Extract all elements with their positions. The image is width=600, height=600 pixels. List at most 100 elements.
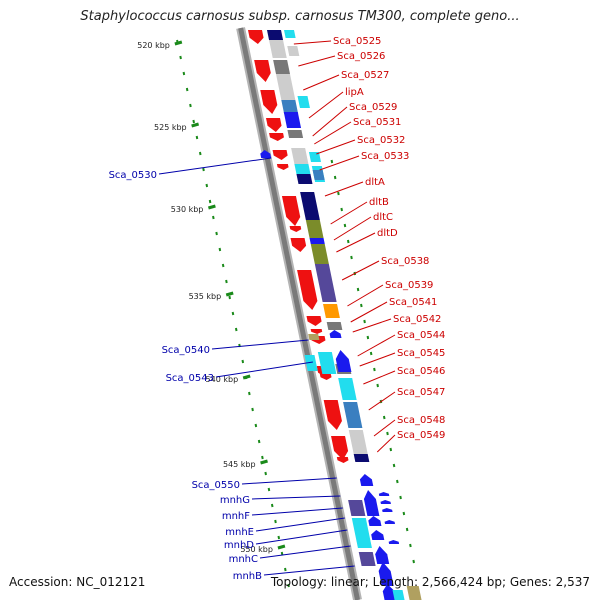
tick-label: 525 kbp	[154, 123, 187, 132]
gene-label: dltD	[377, 228, 398, 239]
cds-feature-box	[300, 192, 320, 220]
track-dot	[340, 207, 343, 212]
gene-label: dltA	[365, 177, 385, 188]
track-dot	[366, 335, 370, 340]
cds-feature-box	[317, 352, 337, 374]
track-dot	[261, 455, 264, 460]
label-leader	[376, 434, 396, 453]
track-dot	[373, 367, 376, 372]
cds-feature-box	[273, 60, 290, 74]
forward-gene-arrow	[306, 316, 322, 326]
label-leader	[368, 391, 396, 411]
track-dot	[287, 583, 290, 588]
cds-feature-box	[312, 170, 325, 180]
gene-label: dltB	[369, 197, 389, 208]
tick-label: 550 kbp	[240, 545, 273, 554]
cds-feature-box	[284, 30, 296, 38]
label-leader	[308, 91, 344, 119]
gene-label: lipA	[345, 87, 364, 98]
forward-gene-arrow	[290, 238, 307, 252]
reverse-gene-arrow	[329, 330, 342, 338]
gene-label: Sca_0539	[385, 280, 433, 291]
cds-feature-box	[353, 454, 370, 462]
cds-feature-box	[304, 355, 318, 371]
gene-label: Sca_0540	[162, 345, 210, 356]
track-dot	[208, 199, 212, 204]
track-dot	[376, 383, 379, 388]
track-dot	[254, 423, 258, 428]
label-leader	[293, 40, 332, 45]
track-dot	[251, 407, 254, 412]
gene-label: mnhF	[222, 511, 250, 522]
cds-feature-box	[287, 130, 304, 138]
track-dot	[198, 151, 202, 156]
label-leader	[312, 106, 348, 137]
cds-feature-box	[305, 220, 324, 238]
gene-label: mnhE	[225, 527, 254, 538]
forward-gene-arrow	[248, 30, 264, 44]
cds-feature-box	[283, 112, 302, 128]
track-dot	[185, 87, 189, 92]
label-leader	[215, 361, 313, 378]
track-dot	[212, 215, 215, 220]
track-dot	[195, 135, 199, 140]
topology-text: Topology: linear; Length: 2,566,424 bp; …	[270, 575, 590, 589]
label-leader	[350, 301, 388, 323]
track-dot	[264, 471, 267, 476]
gene-label: Sca_0547	[397, 387, 445, 398]
track-dot	[182, 71, 186, 76]
label-leader	[211, 339, 309, 350]
gene-label: Sca_0548	[397, 415, 445, 426]
gene-label: Sca_0546	[397, 366, 445, 377]
cds-feature-box	[348, 500, 366, 516]
accession-text: Accession: NC_012121	[9, 575, 146, 589]
reverse-gene-arrow	[371, 530, 385, 540]
forward-gene-arrow	[289, 226, 302, 232]
tick-label: 520 kbp	[137, 41, 170, 50]
track-dot	[396, 479, 399, 484]
track-dot	[234, 327, 238, 332]
reverse-gene-arrow	[375, 546, 390, 564]
tick-label: 530 kbp	[171, 205, 204, 214]
cds-feature-box	[406, 586, 422, 600]
track-dot	[412, 559, 415, 564]
cds-feature-box	[291, 148, 309, 164]
reverse-gene-arrow	[380, 500, 391, 504]
backbone	[238, 27, 361, 600]
gene-label: Sca_0527	[341, 70, 389, 81]
track-dot	[409, 543, 412, 548]
gene-label: mnhB	[233, 571, 262, 582]
track-dot	[405, 527, 409, 532]
gene-label: Sca_0544	[397, 330, 445, 341]
label-leader	[363, 370, 396, 385]
cds-feature-box	[296, 174, 313, 184]
cds-feature-box	[338, 378, 357, 400]
cds-feature-box	[267, 30, 284, 40]
forward-gene-arrow	[269, 133, 284, 141]
left-tick-track	[176, 39, 290, 588]
cds-feature-box	[343, 402, 363, 428]
label-leader	[259, 545, 351, 559]
track-dot	[225, 279, 228, 284]
cds-feature-box	[281, 100, 299, 114]
tick-label: 545 kbp	[223, 460, 256, 469]
forward-gene-arrow	[260, 90, 278, 114]
forward-gene-arrow	[323, 400, 342, 430]
cds-feature-box	[308, 152, 321, 162]
gene-label: mnhG	[220, 495, 250, 506]
major-tick	[260, 459, 268, 465]
forward-gene-arrow	[265, 118, 282, 132]
label-leader	[341, 260, 380, 281]
label-leader	[316, 139, 356, 155]
tick-label: 540 kbp	[206, 375, 239, 384]
gene-label: Sca_0531	[353, 117, 401, 128]
forward-gene-arrow	[297, 270, 318, 310]
label-leader	[303, 74, 340, 91]
track-dot	[389, 447, 393, 452]
cds-feature-box	[354, 530, 372, 548]
cds-feature-box	[275, 74, 293, 86]
label-leader	[251, 507, 343, 516]
cds-feature-box	[287, 46, 300, 56]
gene-label: mnhC	[229, 554, 258, 565]
track-dot	[382, 415, 386, 420]
